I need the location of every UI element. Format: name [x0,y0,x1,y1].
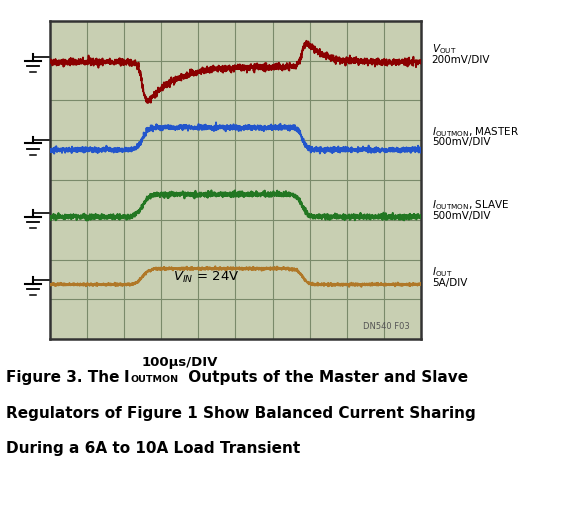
Text: I: I [124,370,130,385]
Text: During a 6A to 10A Load Transient: During a 6A to 10A Load Transient [6,441,300,456]
Text: DN540 F03: DN540 F03 [363,322,410,332]
Text: 100μs/DIV: 100μs/DIV [142,356,218,369]
Text: $V_{IN}$ = 24V: $V_{IN}$ = 24V [173,269,239,285]
Text: $\mathit{I}$$_{\mathrm{OUTMON}}$, SLAVE: $\mathit{I}$$_{\mathrm{OUTMON}}$, SLAVE [432,198,509,212]
Text: Regulators of Figure 1 Show Balanced Current Sharing: Regulators of Figure 1 Show Balanced Cur… [6,406,476,421]
Text: Outputs of the Master and Slave: Outputs of the Master and Slave [183,370,467,385]
Text: $\mathit{V}$$_{\mathrm{OUT}}$: $\mathit{V}$$_{\mathrm{OUT}}$ [432,42,456,56]
Text: OUTMON: OUTMON [130,375,178,383]
Text: 500mV/DIV: 500mV/DIV [432,137,490,147]
Text: Figure 3. The: Figure 3. The [6,370,125,385]
Text: 5A/DIV: 5A/DIV [432,278,467,287]
Text: 200mV/DIV: 200mV/DIV [432,54,490,65]
Text: $\mathit{I}$$_{\mathrm{OUT}}$: $\mathit{I}$$_{\mathrm{OUT}}$ [432,265,452,279]
Text: 500mV/DIV: 500mV/DIV [432,211,490,221]
Text: $\mathit{I}$$_{\mathrm{OUTMON}}$, MASTER: $\mathit{I}$$_{\mathrm{OUTMON}}$, MASTER [432,125,519,139]
